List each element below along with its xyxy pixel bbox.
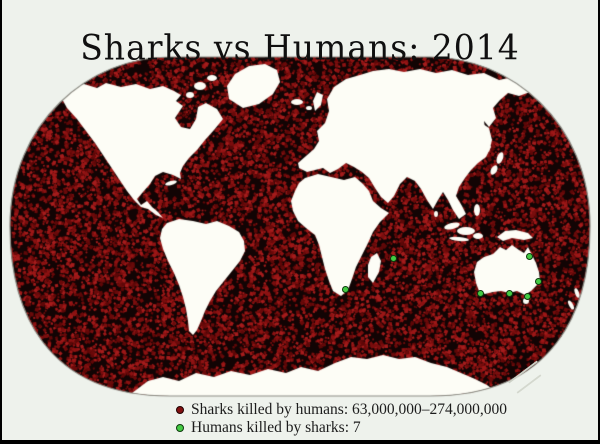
frame-border-right [598,0,600,444]
frame-border-bottom [0,440,600,444]
frame-border-left [0,0,2,444]
page-title: Sharks vs Humans: 2014 [80,27,520,69]
shark-deaths-marker-icon [176,405,184,414]
legend-item-humans-killed: Humans killed by sharks: 7 [176,419,507,436]
legend-item-label: Sharks killed by humans: 63,000,000–274,… [191,401,508,418]
human-deaths-marker-icon [176,423,184,432]
legend-item-label: Humans killed by sharks: 7 [191,419,361,436]
legend-item-sharks-killed: Sharks killed by humans: 63,000,000–274,… [176,401,507,418]
legend: Sharks killed by humans: 63,000,000–274,… [176,401,507,437]
